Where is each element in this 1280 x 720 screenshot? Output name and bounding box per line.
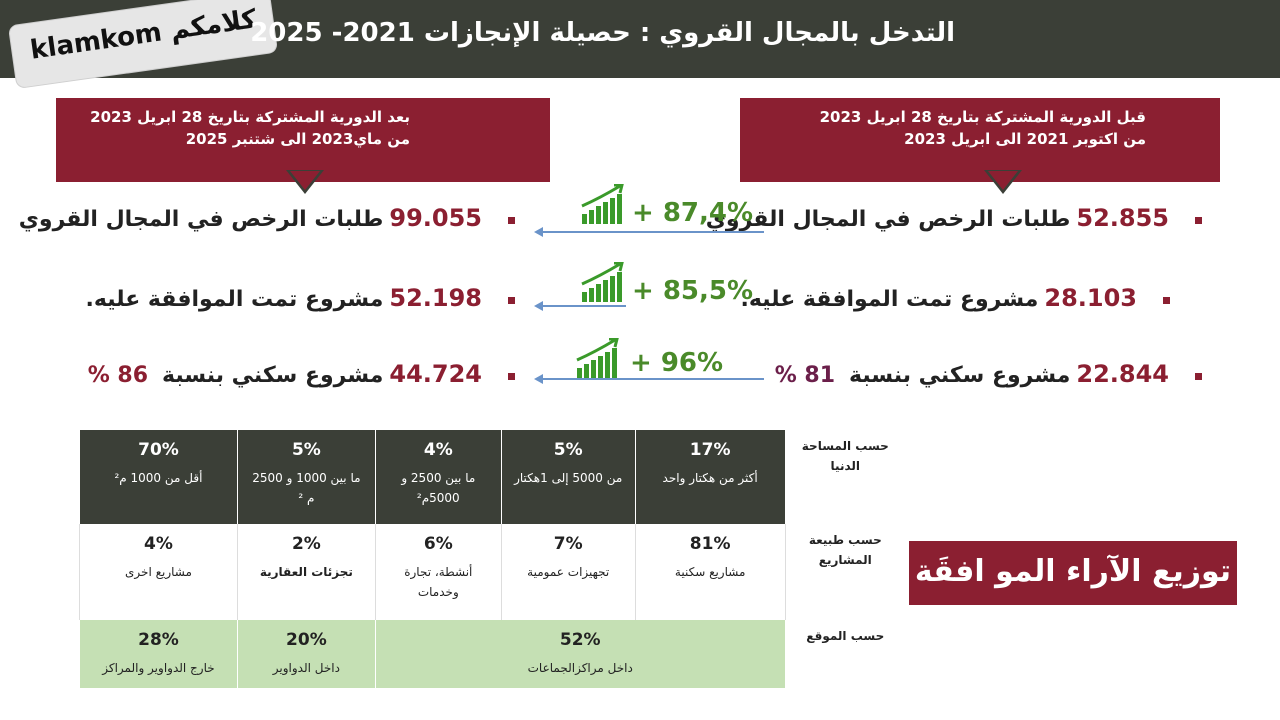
cell-pct: 81% [689, 534, 731, 554]
cell-pct: 70% [138, 440, 179, 460]
distribution-table: حسب المساحة الدنيا 17% أكثر من هكتار واحد… [79, 430, 905, 688]
cell-desc: أنشطة، تجارة وخدمات [404, 565, 473, 599]
cell-desc: ما بين 1000 و 2500 م ² [252, 471, 361, 505]
arrow-left-icon [534, 301, 543, 311]
growth-chart-icon [576, 338, 619, 378]
stat-before-1: 52.855طلبات الرخص في المجال القروي [692, 204, 1202, 232]
bullet-icon [508, 216, 515, 224]
logo-text: klamkom كلامكم [28, 4, 259, 66]
distribution-title: توزيع الآراء المو افقَة [909, 541, 1237, 605]
cell-desc: خارج الدواوير والمراكز [102, 661, 215, 675]
stat-text: طلبات الرخص في المجال القروي [705, 207, 1071, 232]
bullet-icon [1195, 372, 1202, 380]
cell-pct: 2% [291, 534, 321, 554]
arrow-line [542, 378, 764, 380]
table-cell: 5% من 5000 إلى 1هكتار [500, 430, 636, 524]
cell-desc: أقل من 1000 م² [114, 471, 203, 485]
stat-text: طلبات الرخص في المجال القروي [18, 207, 384, 232]
down-triangle-inner [290, 171, 320, 190]
stat-number: 52.198 [389, 284, 482, 312]
stat-number: 99.055 [389, 204, 482, 232]
row-label: حسب طبيعة المشاريع [784, 524, 905, 620]
stat-before-3: 22.844مشروع سكني بنسبة 81 % [775, 360, 1202, 388]
growth-value-1: + 87,4% [632, 198, 754, 228]
table-row-location: حسب الموقع 52% داخل مراكزالجماعات 20% داخل… [79, 620, 905, 688]
cell-pct: 4% [423, 440, 453, 460]
cell-pct: 6% [423, 534, 453, 554]
period-after-box: بعد الدورية المشتركة بتاريخ 28 ابريل 202… [56, 98, 550, 182]
cell-desc: تجزئات العقارية [259, 565, 353, 579]
arrow-left-icon [534, 374, 543, 384]
stat-number: 22.844 [1076, 360, 1169, 388]
stat-pct: 86 % [87, 363, 149, 388]
page-title: التدخل بالمجال القروي : حصيلة الإنجازات … [250, 18, 955, 48]
table-cell: 2% تجزئات العقارية [236, 524, 376, 620]
down-triangle-inner [988, 171, 1018, 190]
bullet-icon [1195, 216, 1202, 224]
growth-chart-icon [581, 262, 624, 302]
stat-before-2: 28.103مشروع تمت الموافقة عليه. [727, 284, 1170, 312]
bullet-icon [508, 296, 515, 304]
row-label: حسب الموقع [784, 620, 905, 688]
table-cell: 4% مشاريع اخرى [79, 524, 238, 620]
table-cell: 17% أكثر من هكتار واحد [634, 430, 786, 524]
arrow-line [542, 231, 764, 233]
row-label: حسب المساحة الدنيا [784, 430, 905, 524]
cell-pct: 17% [689, 440, 731, 460]
stat-pct: 81 % [774, 363, 836, 388]
cell-pct: 5% [553, 440, 583, 460]
cell-desc: أكثر من هكتار واحد [662, 471, 758, 485]
growth-value-2: + 85,5% [632, 276, 754, 306]
bullet-icon [508, 372, 515, 380]
cell-desc: ما بين 2500 و 5000م² [401, 471, 476, 505]
cell-desc: داخل مراكزالجماعات [527, 661, 633, 675]
arrow-line [542, 305, 626, 307]
table-cell: 6% أنشطة، تجارة وخدمات [374, 524, 502, 620]
header-bar: klamkom كلامكم التدخل بالمجال القروي : ح… [0, 0, 1280, 88]
table-cell: 28% خارج الدواوير والمراكز [79, 620, 238, 688]
cell-desc: داخل الدواوير [272, 661, 340, 675]
stat-number: 52.855 [1076, 204, 1169, 232]
cell-pct: 7% [553, 534, 583, 554]
table-cell: 7% تجهيزات عمومية [500, 524, 636, 620]
cell-pct: 4% [144, 534, 173, 554]
stat-text: مشروع سكني بنسبة [162, 363, 384, 388]
table-cell: 52% داخل مراكزالجماعات [374, 620, 786, 688]
cell-pct: 5% [291, 440, 321, 460]
stat-text: مشروع تمت الموافقة عليه. [740, 287, 1039, 312]
stat-text: مشروع سكني بنسبة [849, 363, 1071, 388]
klamkom-logo: klamkom كلامكم [8, 0, 278, 88]
growth-value-3: + 96% [630, 348, 724, 378]
table-cell: 4% ما بين 2500 و 5000م² [374, 430, 502, 524]
period-after-line1: بعد الدورية المشتركة بتاريخ 28 ابريل 202… [90, 108, 410, 126]
period-before-line1: قبل الدورية المشتركة بتاريخ 28 ابريل 202… [819, 108, 1146, 126]
stat-after-3: 44.724مشروع سكني بنسبة 86 % [88, 360, 515, 388]
period-before-line2: من اكتوبر 2021 الى ابريل 2023 [904, 130, 1146, 148]
cell-pct: 52% [559, 630, 601, 650]
bullet-icon [1163, 296, 1170, 304]
arrow-left-icon [534, 227, 543, 237]
period-after-line2: من ماي2023 الى شتنبر 2025 [185, 130, 410, 148]
cell-pct: 28% [138, 630, 179, 650]
cell-pct: 20% [286, 630, 327, 650]
table-cell: 5% ما بين 1000 و 2500 م ² [236, 430, 376, 524]
table-cell: 81% مشاريع سكنية [634, 524, 786, 620]
table-row-area: حسب المساحة الدنيا 17% أكثر من هكتار واحد… [79, 430, 905, 524]
table-cell: 70% أقل من 1000 م² [79, 430, 238, 524]
cell-desc: مشاريع سكنية [674, 565, 746, 579]
table-cell: 20% داخل الدواوير [236, 620, 376, 688]
table-row-type: حسب طبيعة المشاريع 81% مشاريع سكنية 7% تجه… [79, 524, 905, 620]
cell-desc: مشاريع اخرى [125, 565, 192, 579]
stat-text: مشروع تمت الموافقة عليه. [85, 287, 384, 312]
cell-desc: تجهيزات عمومية [527, 565, 610, 579]
stat-after-2: 52.198مشروع تمت الموافقة عليه. [72, 284, 515, 312]
period-before-box: قبل الدورية المشتركة بتاريخ 28 ابريل 202… [740, 98, 1220, 182]
stat-number: 28.103 [1044, 284, 1137, 312]
cell-desc: من 5000 إلى 1هكتار [514, 471, 623, 485]
stat-number: 44.724 [389, 360, 482, 388]
stat-after-1: 99.055طلبات الرخص في المجال القروي [5, 204, 515, 232]
growth-chart-icon [581, 184, 624, 224]
